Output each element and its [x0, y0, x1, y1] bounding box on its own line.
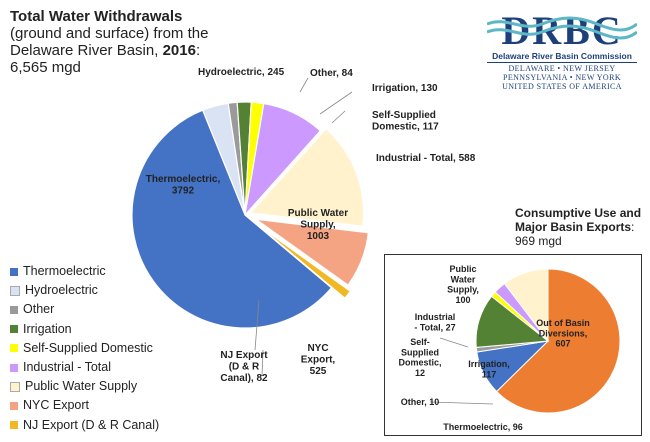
legend-swatch	[10, 421, 18, 430]
legend-label: Self-Supplied Domestic	[23, 340, 153, 355]
main-pie-slice-nj-export-d-r-canal-	[258, 224, 352, 300]
legend-item: Other	[10, 300, 159, 319]
title-line-2: (ground and surface) from the	[10, 25, 209, 42]
inset-pie-label: Industrial - Total, 27	[414, 312, 455, 332]
inset-pie-label: Self-Supplied Domestic, 12	[398, 337, 441, 378]
inset-pie-label: Public Water Supply, 100	[447, 264, 479, 305]
legend-label: Other	[23, 302, 55, 317]
logo-name: Delaware River Basin Commission	[487, 51, 637, 63]
main-pie-label: Public Water Supply, 1003	[288, 208, 348, 242]
logo-states-1: DELAWARE • NEW JERSEY	[508, 64, 616, 73]
main-pie-label: Hydroelectric, 245	[198, 67, 285, 78]
inset-leader-line	[439, 337, 469, 348]
title-year: 2016	[162, 42, 196, 59]
legend-swatch	[10, 325, 18, 334]
legend-item: Irrigation	[10, 320, 159, 339]
main-pie-slice-industrial-total	[244, 102, 322, 217]
legend-swatch	[10, 267, 18, 276]
inset-title-total: 969 mgd	[515, 234, 562, 248]
main-pie-label: Irrigation, 130	[372, 83, 438, 94]
legend-swatch	[10, 363, 18, 372]
legend-item: Hydroelectric	[10, 281, 159, 300]
legend-item: NJ Export (D & R Canal)	[10, 416, 159, 435]
legend-label: Hydroelectric	[25, 283, 98, 298]
main-pie-slice-thermoelectric	[131, 109, 333, 329]
title-total: 6,565 mgd	[10, 59, 81, 76]
logo-states: DELAWARE • NEW JERSEY PENNSYLVANIA • NEW…	[487, 64, 637, 91]
inset-chart-title: Consumptive Use and Major Basin Exports:…	[515, 206, 641, 248]
legend-label: Industrial - Total	[23, 360, 112, 375]
legend-label: NJ Export (D & R Canal)	[23, 417, 160, 432]
legend-swatch	[10, 344, 18, 353]
legend: Thermoelectric Hydroelectric Other Irrigati…	[10, 262, 159, 435]
title-line-3: Delaware River Basin,	[10, 42, 163, 59]
inset-pie-slice-out-of-basin-diversions	[495, 268, 621, 414]
legend-label: Irrigation	[23, 321, 72, 336]
logo-states-3: UNITED STATES OF AMERICA	[502, 82, 622, 91]
leader-line	[261, 349, 264, 377]
legend-swatch	[10, 381, 20, 392]
legend-item: Thermoelectric	[10, 262, 159, 281]
leader-line	[319, 91, 353, 115]
main-pie-slice-nyc-export	[255, 218, 370, 286]
logo-states-2: PENNSYLVANIA • NEW YORK	[502, 73, 621, 82]
main-pie-label: Other, 84	[310, 68, 353, 79]
inset-title-line-1: Consumptive Use and	[515, 206, 642, 220]
inset-leader-line	[429, 401, 494, 405]
main-pie-label: Thermoelectric, 3792	[146, 174, 221, 197]
inset-pie-label: Out of Basin Diversions, 607	[536, 318, 590, 349]
legend-swatch	[10, 306, 18, 314]
main-pie-label: Self-Supplied Domestic, 117	[372, 110, 439, 133]
drbc-logo-mark: DRBC	[486, 8, 638, 53]
legend-item: Industrial - Total	[10, 358, 159, 377]
legend-swatch	[10, 285, 20, 296]
inset-pie-label: Other, 10	[401, 397, 440, 407]
title-colon: :	[195, 42, 201, 59]
legend-item: Self-Supplied Domestic	[10, 339, 159, 358]
legend-item: NYC Export	[10, 396, 159, 415]
leader-line	[299, 77, 309, 93]
inset-pie-label: Irrigation, 117	[468, 359, 510, 379]
leader-line	[331, 110, 346, 124]
main-pie-label: Industrial - Total, 588	[376, 153, 476, 164]
legend-label: Thermoelectric	[23, 264, 106, 278]
title-bold: Total Water Withdrawals	[10, 8, 183, 25]
inset-title-line-2: Major Basin Exports	[515, 220, 632, 234]
inset-pie-label: Thermoelectric, 96	[443, 422, 523, 432]
inset-pie-slice-public-water-supply	[503, 268, 549, 343]
logo-wordmark: DRBC	[501, 10, 622, 50]
legend-swatch	[10, 402, 18, 411]
inset-title-colon: :	[631, 220, 635, 234]
legend-item: Public Water Supply	[10, 377, 159, 396]
main-pie-label: NYC Export, 525	[301, 343, 336, 377]
legend-label: NYC Export	[23, 398, 89, 413]
legend-label: Public Water Supply	[25, 379, 138, 394]
main-chart-title: Total Water Withdrawals (ground and surf…	[10, 8, 240, 76]
inset-frame	[384, 254, 642, 436]
leader-line	[254, 299, 260, 351]
main-pie-label: NJ Export (D & R Canal), 82	[220, 350, 268, 384]
main-pie-slice-public-water-supply	[249, 127, 365, 227]
drbc-logo: DRBC Delaware River Basin Commission DEL…	[486, 8, 638, 91]
